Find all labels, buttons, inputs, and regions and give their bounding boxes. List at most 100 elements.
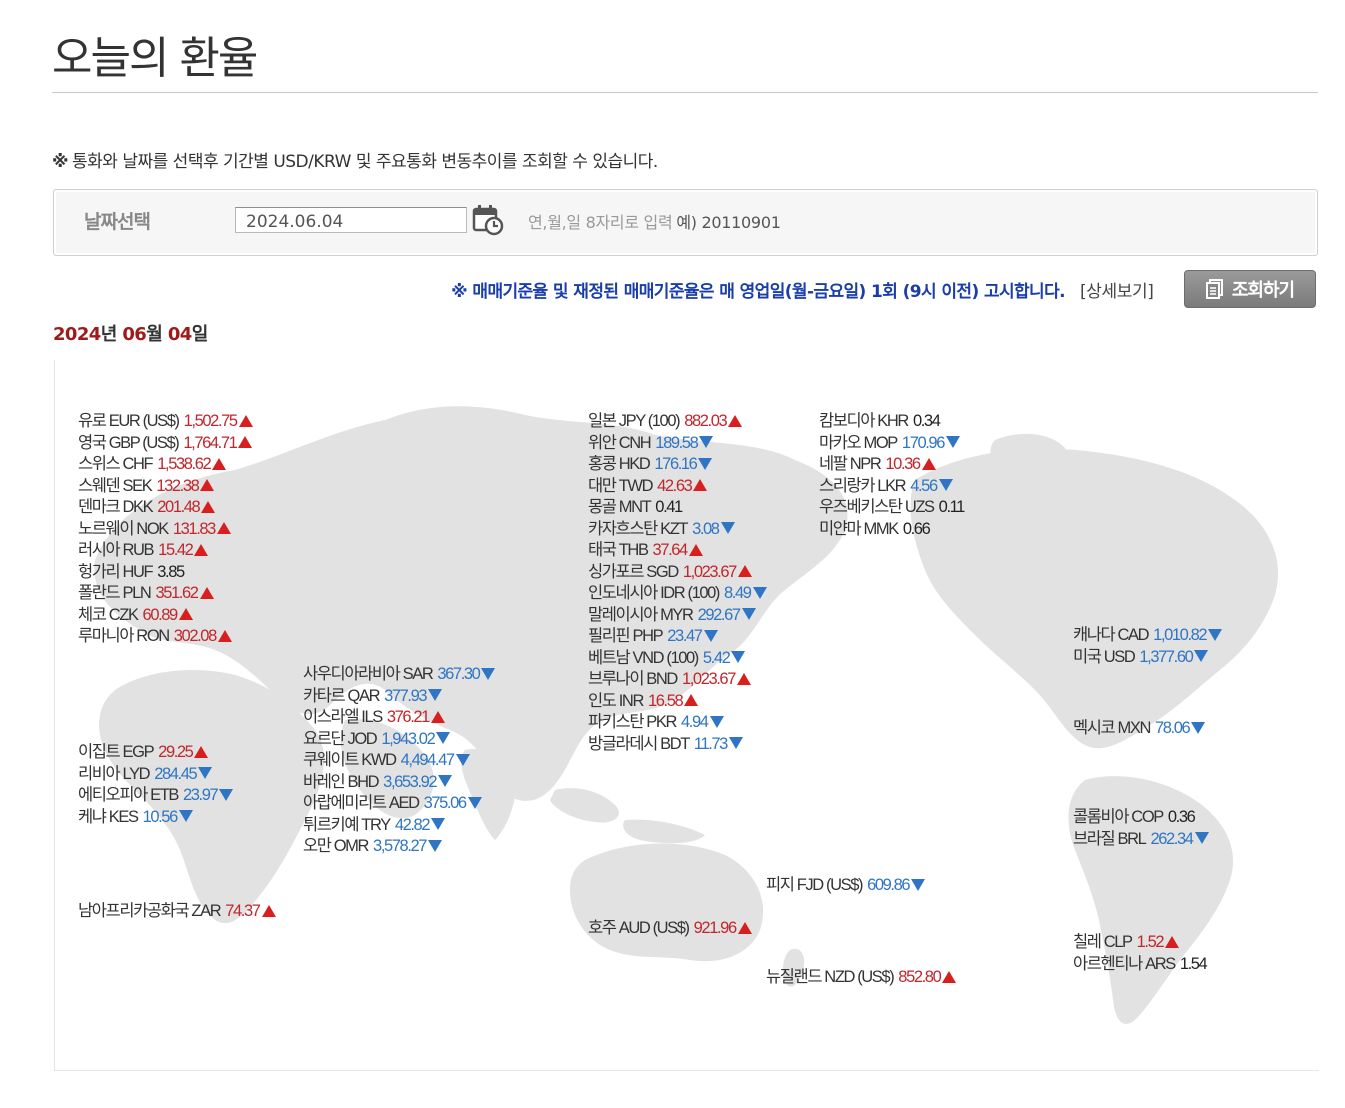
rate-item[interactable]: 뉴질랜드 NZD (US$) 852.80 — [766, 967, 957, 989]
currency-name: 대만 TWD — [588, 476, 654, 495]
down-arrow-icon — [709, 715, 724, 728]
rate-item[interactable]: 브루나이 BND 1,023.67 — [588, 669, 767, 691]
up-arrow-icon — [693, 479, 708, 492]
rate-item[interactable]: 태국 THB 37.64 — [588, 540, 767, 562]
rate-value: 3,578.27 — [373, 837, 427, 855]
rate-item[interactable]: 스리랑카 LKR 4.56 — [819, 476, 964, 498]
rate-item[interactable]: 튀르키예 TRY 42.82 — [303, 815, 495, 837]
currency-name: 말레이시아 MYR — [588, 605, 694, 624]
rate-item[interactable]: 유로 EUR (US$) 1,502.75 — [78, 411, 253, 433]
currency-name: 아르헨티나 ARS — [1073, 954, 1176, 973]
rate-item[interactable]: 미얀마 MMK 0.66 — [819, 519, 964, 541]
rate-value: 1,377.60 — [1139, 647, 1193, 666]
rate-item[interactable]: 네팔 NPR 10.36 — [819, 454, 964, 476]
rate-item[interactable]: 콜롬비아 COP 0.36 — [1073, 807, 1209, 829]
rate-item[interactable]: 캐나다 CAD 1,010.82 — [1073, 625, 1223, 647]
rate-item[interactable]: 케냐 KES 10.56 — [78, 807, 233, 829]
rate-value: 42.82 — [394, 815, 431, 834]
rate-item[interactable]: 말레이시아 MYR 292.67 — [588, 605, 767, 627]
rate-item[interactable]: 인도 INR 16.58 — [588, 691, 767, 713]
rate-value: 10.36 — [885, 455, 921, 473]
currency-name: 싱가포르 SGD — [588, 562, 679, 581]
rate-item[interactable]: 영국 GBP (US$) 1,764.71 — [78, 433, 253, 455]
rate-group-asia-2: 캄보디아 KHR 0.34 마카오 MOP 170.96 네팔 NPR 10.36 스리랑카… — [819, 411, 965, 541]
rate-item[interactable]: 우즈베키스탄 UZS 0.11 — [819, 497, 965, 519]
rate-item[interactable]: 덴마크 DKK 201.48 — [78, 497, 253, 519]
rate-item[interactable]: 싱가포르 SGD 1,023.67 — [588, 562, 767, 584]
up-arrow-icon — [199, 586, 214, 599]
rate-item[interactable]: 노르웨이 NOK 131.83 — [78, 519, 253, 541]
rate-item[interactable]: 일본 JPY (100) 882.03 — [588, 411, 767, 433]
rate-item[interactable]: 스웨덴 SEK 132.38 — [78, 476, 253, 498]
down-arrow-icon — [911, 878, 926, 891]
rate-item[interactable]: 폴란드 PLN 351.62 — [78, 583, 253, 605]
rate-item[interactable]: 브라질 BRL 262.34 — [1073, 829, 1209, 851]
currency-name: 홍콩 HKD — [588, 455, 651, 473]
currency-name: 미국 USD — [1073, 647, 1136, 666]
rate-item[interactable]: 몽골 MNT 0.41 — [588, 497, 767, 519]
rate-item[interactable]: 아르헨티나 ARS 1.54 — [1073, 954, 1208, 976]
currency-name: 헝가리 HUF — [78, 562, 154, 581]
rate-item[interactable]: 베트남 VND (100) 5.42 — [588, 648, 767, 670]
rate-item[interactable]: 리비아 LYD 284.45 — [78, 764, 233, 786]
currency-name: 일본 JPY (100) — [588, 412, 681, 430]
up-arrow-icon — [737, 565, 752, 578]
rate-value: 78.06 — [1155, 719, 1191, 737]
detail-link[interactable]: [상세보기] — [1080, 282, 1154, 302]
rate-item[interactable]: 카타르 QAR 377.93 — [303, 686, 495, 708]
down-arrow-icon — [728, 737, 743, 750]
calendar-icon[interactable] — [472, 204, 504, 236]
rate-item[interactable]: 멕시코 MXN 78.06 — [1073, 718, 1206, 740]
rate-value: 29.25 — [158, 743, 194, 761]
rate-item[interactable]: 필리핀 PHP 23.47 — [588, 626, 767, 648]
rate-value: 0.34 — [912, 412, 941, 430]
rate-item[interactable]: 남아프리카공화국 ZAR 74.37 — [78, 901, 276, 923]
currency-name: 호주 AUD (US$) — [588, 919, 690, 937]
rate-item[interactable]: 헝가리 HUF 3.85 — [78, 562, 253, 584]
current-day-unit: 일 — [191, 324, 209, 345]
rate-item[interactable]: 에티오피아 ETB 23.97 — [78, 785, 234, 807]
rate-item[interactable]: 스위스 CHF 1,538.62 — [78, 454, 253, 476]
rate-value: 1,502.75 — [183, 412, 238, 430]
rate-item[interactable]: 이스라엘 ILS 376.21 — [303, 707, 495, 729]
rate-item[interactable]: 카자흐스탄 KZT 3.08 — [588, 519, 767, 541]
rate-item[interactable]: 방글라데시 BDT 11.73 — [588, 734, 767, 756]
rate-item[interactable]: 바레인 BHD 3,653.92 — [303, 772, 495, 794]
rate-value: 176.16 — [654, 455, 697, 473]
current-year: 2024 — [53, 324, 101, 345]
rate-item[interactable]: 요르단 JOD 1,943.02 — [303, 729, 495, 751]
rate-item[interactable]: 오만 OMR 3,578.27 — [303, 836, 495, 858]
rate-value: 1.52 — [1136, 933, 1165, 951]
rate-item[interactable]: 인도네시아 IDR (100) 8.49 — [588, 583, 767, 605]
currency-name: 아랍에미리트 AED — [303, 794, 420, 812]
rate-group-middle-east: 사우디아라비아 SAR 367.30 카타르 QAR 377.93 이스라엘 ILS 37… — [303, 664, 496, 858]
rate-item[interactable]: 마카오 MOP 170.96 — [819, 433, 964, 455]
rate-item[interactable]: 이집트 EGP 29.25 — [78, 742, 233, 764]
rate-item[interactable]: 루마니아 RON 302.08 — [78, 626, 253, 648]
rate-item[interactable]: 위안 CNH 189.58 — [588, 433, 767, 455]
currency-name: 칠레 CLP — [1073, 933, 1133, 951]
current-day: 04 — [167, 324, 192, 345]
rate-item[interactable]: 쿠웨이트 KWD 4,494.47 — [303, 750, 495, 772]
rate-item[interactable]: 홍콩 HKD 176.16 — [588, 454, 767, 476]
rate-item[interactable]: 아랍에미리트 AED 375.06 — [303, 793, 495, 815]
currency-name: 이스라엘 ILS — [303, 708, 383, 726]
rate-item[interactable]: 칠레 CLP 1.52 — [1073, 932, 1206, 954]
rate-item[interactable]: 미국 USD 1,377.60 — [1073, 647, 1222, 669]
date-input[interactable] — [235, 207, 467, 233]
currency-name: 우즈베키스탄 UZS — [819, 498, 935, 516]
rate-value: 16.58 — [647, 691, 684, 710]
rate-item[interactable]: 러시아 RUB 15.42 — [78, 540, 253, 562]
currency-name: 루마니아 RON — [78, 627, 170, 645]
rate-item[interactable]: 호주 AUD (US$) 921.96 — [588, 918, 752, 940]
rate-item[interactable]: 사우디아라비아 SAR 367.30 — [303, 664, 496, 686]
rate-item[interactable]: 대만 TWD 42.63 — [588, 476, 767, 498]
rate-item[interactable]: 피지 FJD (US$) 609.86 — [766, 875, 926, 897]
title-divider — [52, 92, 1318, 93]
search-button[interactable]: 조회하기 — [1184, 270, 1316, 308]
rate-value: 23.97 — [182, 786, 219, 804]
world-map-panel: 유로 EUR (US$) 1,502.75 영국 GBP (US$) 1,764.71… — [54, 360, 1319, 1071]
rate-item[interactable]: 파키스탄 PKR 4.94 — [588, 712, 767, 734]
rate-item[interactable]: 캄보디아 KHR 0.34 — [819, 411, 964, 433]
rate-item[interactable]: 체코 CZK 60.89 — [78, 605, 253, 627]
